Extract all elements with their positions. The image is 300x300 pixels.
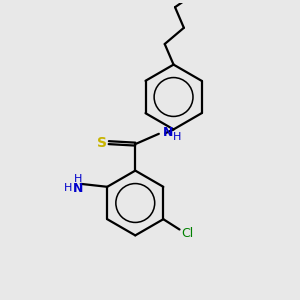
Text: H: H (74, 174, 82, 184)
Text: S: S (97, 136, 107, 150)
Text: H: H (64, 183, 72, 193)
Text: Cl: Cl (181, 226, 193, 239)
Text: H: H (173, 132, 181, 142)
Text: N: N (163, 126, 174, 139)
Text: N: N (73, 182, 84, 195)
